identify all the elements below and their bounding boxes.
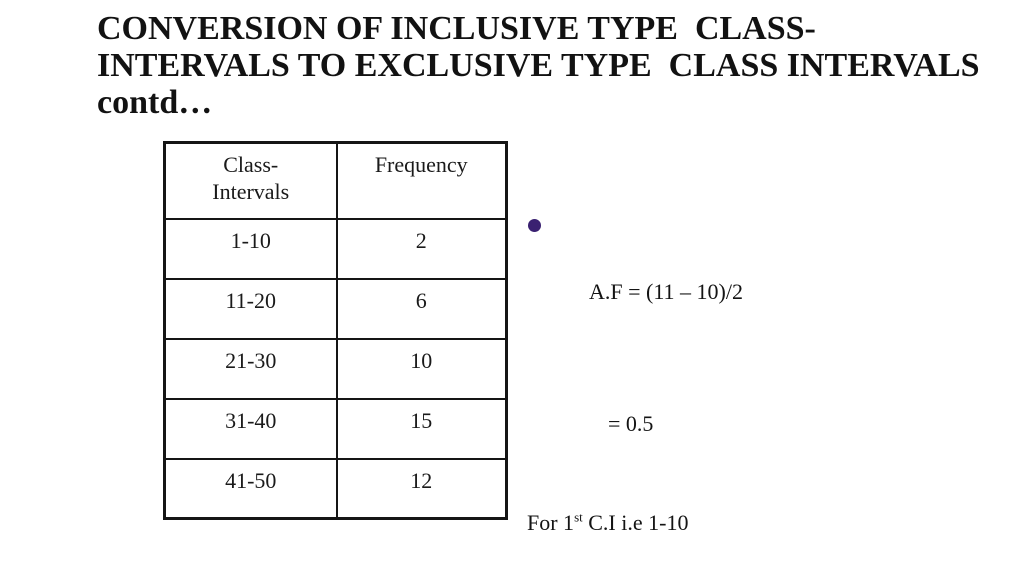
slide-title: CONVERSION OF INCLUSIVE TYPE CLASS- INTE…	[97, 10, 980, 121]
table-row: 41-50 12	[163, 457, 508, 520]
column-header-class-intervals: Class- Intervals	[163, 141, 338, 220]
frequency-cell: 2	[335, 217, 508, 280]
frequency-cell: 12	[335, 457, 508, 520]
table-row: 11-20 6	[163, 277, 508, 340]
note-af-result: = 0.5	[608, 411, 654, 436]
frequency-table: Class- Intervals Frequency 1-10 2 11-20 …	[163, 141, 508, 520]
note-first-ci-post: C.I i.e 1-10	[582, 510, 689, 535]
interval-cell: 31-40	[163, 397, 338, 460]
interval-cell: 21-30	[163, 337, 338, 400]
notes-block: A.F = (11 – 10)/2 = 0.5 For 1st C.I i.e …	[527, 143, 857, 576]
interval-cell: 11-20	[163, 277, 338, 340]
interval-cell: 1-10	[163, 217, 338, 280]
note-first-ci-pre: For 1	[527, 510, 575, 535]
table-row: 31-40 15	[163, 397, 508, 460]
note-first-ci: For 1st C.I i.e 1-10	[527, 506, 857, 539]
table-row: 1-10 2	[163, 217, 508, 280]
frequency-cell: 15	[335, 397, 508, 460]
table-row: 21-30 10	[163, 337, 508, 400]
column-header-frequency: Frequency	[335, 141, 508, 220]
note-first-ci-superscript: st	[574, 509, 583, 525]
frequency-cell: 6	[335, 277, 508, 340]
table-header-row: Class- Intervals Frequency	[163, 141, 508, 220]
note-af-formula-text: A.F = (11 – 10)/2	[589, 279, 743, 304]
bullet-icon	[528, 219, 541, 232]
frequency-cell: 10	[335, 337, 508, 400]
note-af-formula: A.F = (11 – 10)/2	[527, 209, 857, 341]
interval-cell: 41-50	[163, 457, 338, 520]
